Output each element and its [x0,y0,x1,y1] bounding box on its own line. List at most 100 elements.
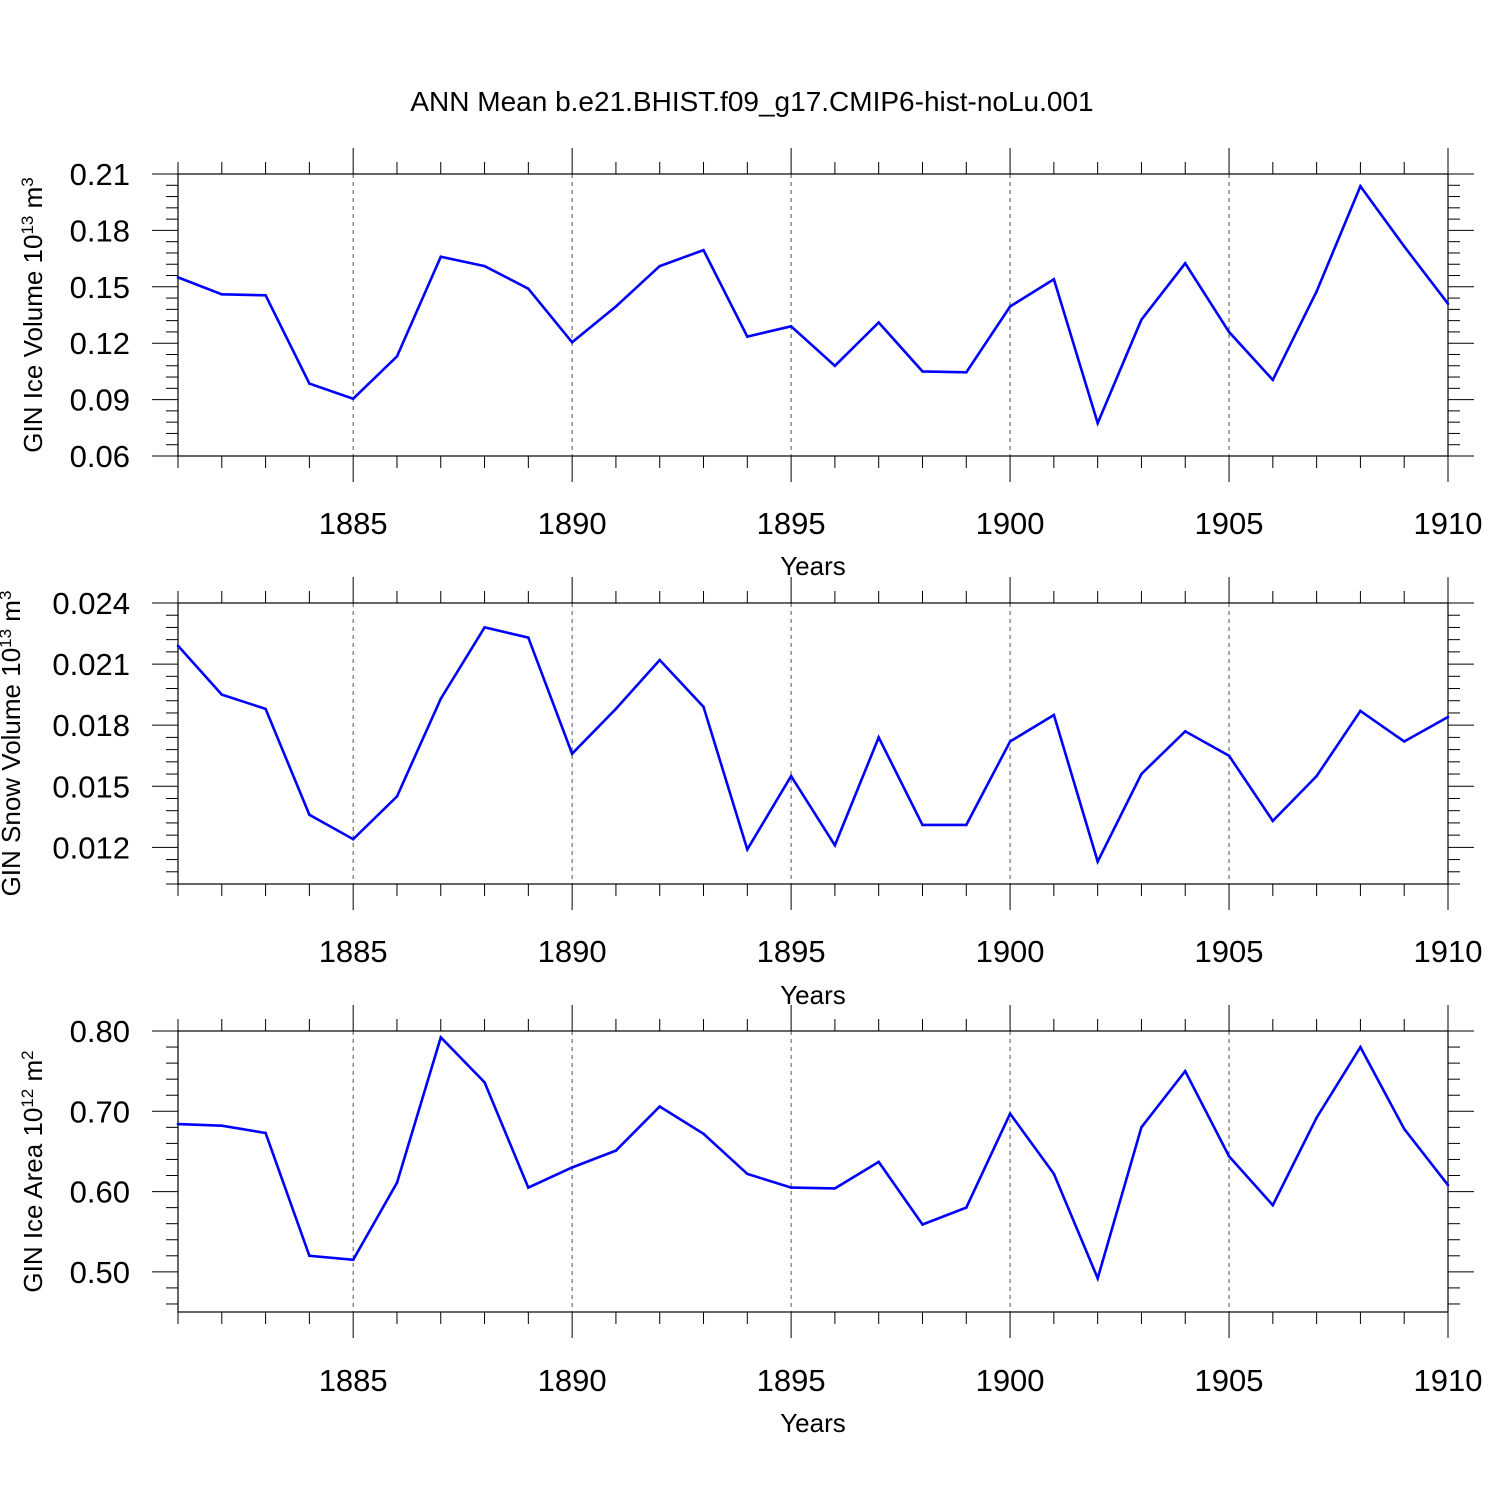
panel-3: 0.50 0.60 0.70 0.80 1885 1890 1895 1900 1905 1910… [18,1005,1483,1438]
data-point [1402,1127,1406,1131]
series-line [177,625,1449,866]
data-point [789,1186,793,1189]
y-axis-label-exponent: 12 [18,1089,37,1108]
data-point [570,752,574,755]
data-point [1359,709,1362,713]
panel-1: 0.06 0.09 0.12 0.15 0.18 0.21 1885 1890 1895 1900… [18,148,1483,581]
x-tick-label: 1910 [1414,934,1483,969]
y-tick-label: 0.021 [52,647,130,682]
data-point [527,1186,530,1189]
y-axis-label-exponent: 13 [0,629,15,648]
data-point [308,813,311,817]
data-point [877,1160,880,1164]
data-point [1183,729,1187,733]
data-point [483,264,486,268]
data-point [220,693,224,696]
data-point [746,848,749,851]
data-point [395,355,399,358]
data-point [964,371,968,374]
x-tick-label: 1885 [319,1363,388,1398]
data-point [176,276,180,279]
x-tick-label: 1885 [319,506,388,541]
data-point [614,305,618,308]
y-axis-label: GIN Ice Area 1012 m2 [18,1050,49,1292]
y-tick-label: 0.15 [70,270,130,305]
data-point [439,1036,443,1039]
data-point [1052,713,1056,717]
x-tick-label: 1895 [757,1363,826,1398]
data-point [1008,305,1012,308]
data-point [658,658,662,662]
data-point [1271,819,1275,823]
data-point [1446,1183,1450,1187]
data-point [1402,245,1406,248]
y-tick-label: 0.60 [70,1175,130,1210]
data-point [1227,754,1231,758]
data-point [1446,715,1450,719]
y-axis-label-unit: m [18,187,48,216]
x-tick-label: 1900 [976,506,1045,541]
x-tick-label: 1885 [319,934,388,969]
data-point [483,626,486,629]
data-point [264,293,267,297]
data-point [220,1124,224,1128]
data-point [220,293,224,296]
data-point [570,1166,574,1169]
data-point [1140,772,1143,776]
data-point [1402,740,1406,743]
x-tick-label: 1890 [538,1363,607,1398]
plot-frame [177,173,1449,457]
data-point [1052,277,1056,281]
y-axis-label: GIN Ice Volume 1013 m3 [18,177,49,453]
data-point [964,823,968,827]
x-tick-label: 1890 [538,934,607,969]
data-point [614,707,618,711]
data-point [1227,1154,1231,1158]
data-point [351,397,355,400]
data-point [439,255,443,259]
y-axis-label-main: GIN Ice Area 10 [18,1108,48,1293]
data-point [1140,318,1143,322]
data-point [308,1254,311,1258]
y-tick-label: 0.18 [70,213,130,248]
y-tick-label: 0.09 [70,383,130,418]
data-point [1096,421,1099,425]
data-point [833,1187,837,1190]
x-tick-label: 1890 [538,506,607,541]
data-point [483,1081,486,1084]
data-point [395,795,399,798]
y-tick-label: 0.06 [70,439,130,474]
x-tick-label: 1895 [757,934,826,969]
data-point [921,823,924,827]
y-tick-label: 0.21 [70,157,130,192]
y-axis-label-unit-exponent: 2 [18,1050,37,1059]
y-axis-label-unit-exponent: 3 [18,177,37,186]
data-point [1359,1045,1362,1049]
data-point [702,705,705,709]
y-tick-label: 0.70 [70,1094,130,1129]
chart-title: ANN Mean b.e21.BHIST.f09_g17.CMIP6-hist-… [410,86,1093,117]
x-tick-label: 1910 [1414,1363,1483,1398]
data-point [877,736,880,739]
data-point [308,382,311,385]
y-axis-label-exponent: 13 [18,216,37,235]
data-point [176,644,180,648]
data-point [570,340,574,344]
x-tick-label: 1900 [976,934,1045,969]
x-tick-label: 1910 [1414,506,1483,541]
y-axis-label-main: GIN Snow Volume 10 [0,648,26,897]
plot-frame [177,602,1449,885]
data-point [439,697,443,701]
data-point [921,370,924,373]
data-point [395,1181,399,1185]
data-point [351,1258,355,1262]
panel-2: 0.012 0.015 0.018 0.021 0.024 1885 1890 1895 190… [0,577,1482,1010]
y-axis-label-unit: m [18,1060,48,1089]
data-point [264,1131,267,1135]
data-point [833,844,837,847]
data-point [702,1132,705,1136]
x-tick-label: 1900 [976,1363,1045,1398]
data-point [264,707,267,711]
data-point [833,364,837,368]
